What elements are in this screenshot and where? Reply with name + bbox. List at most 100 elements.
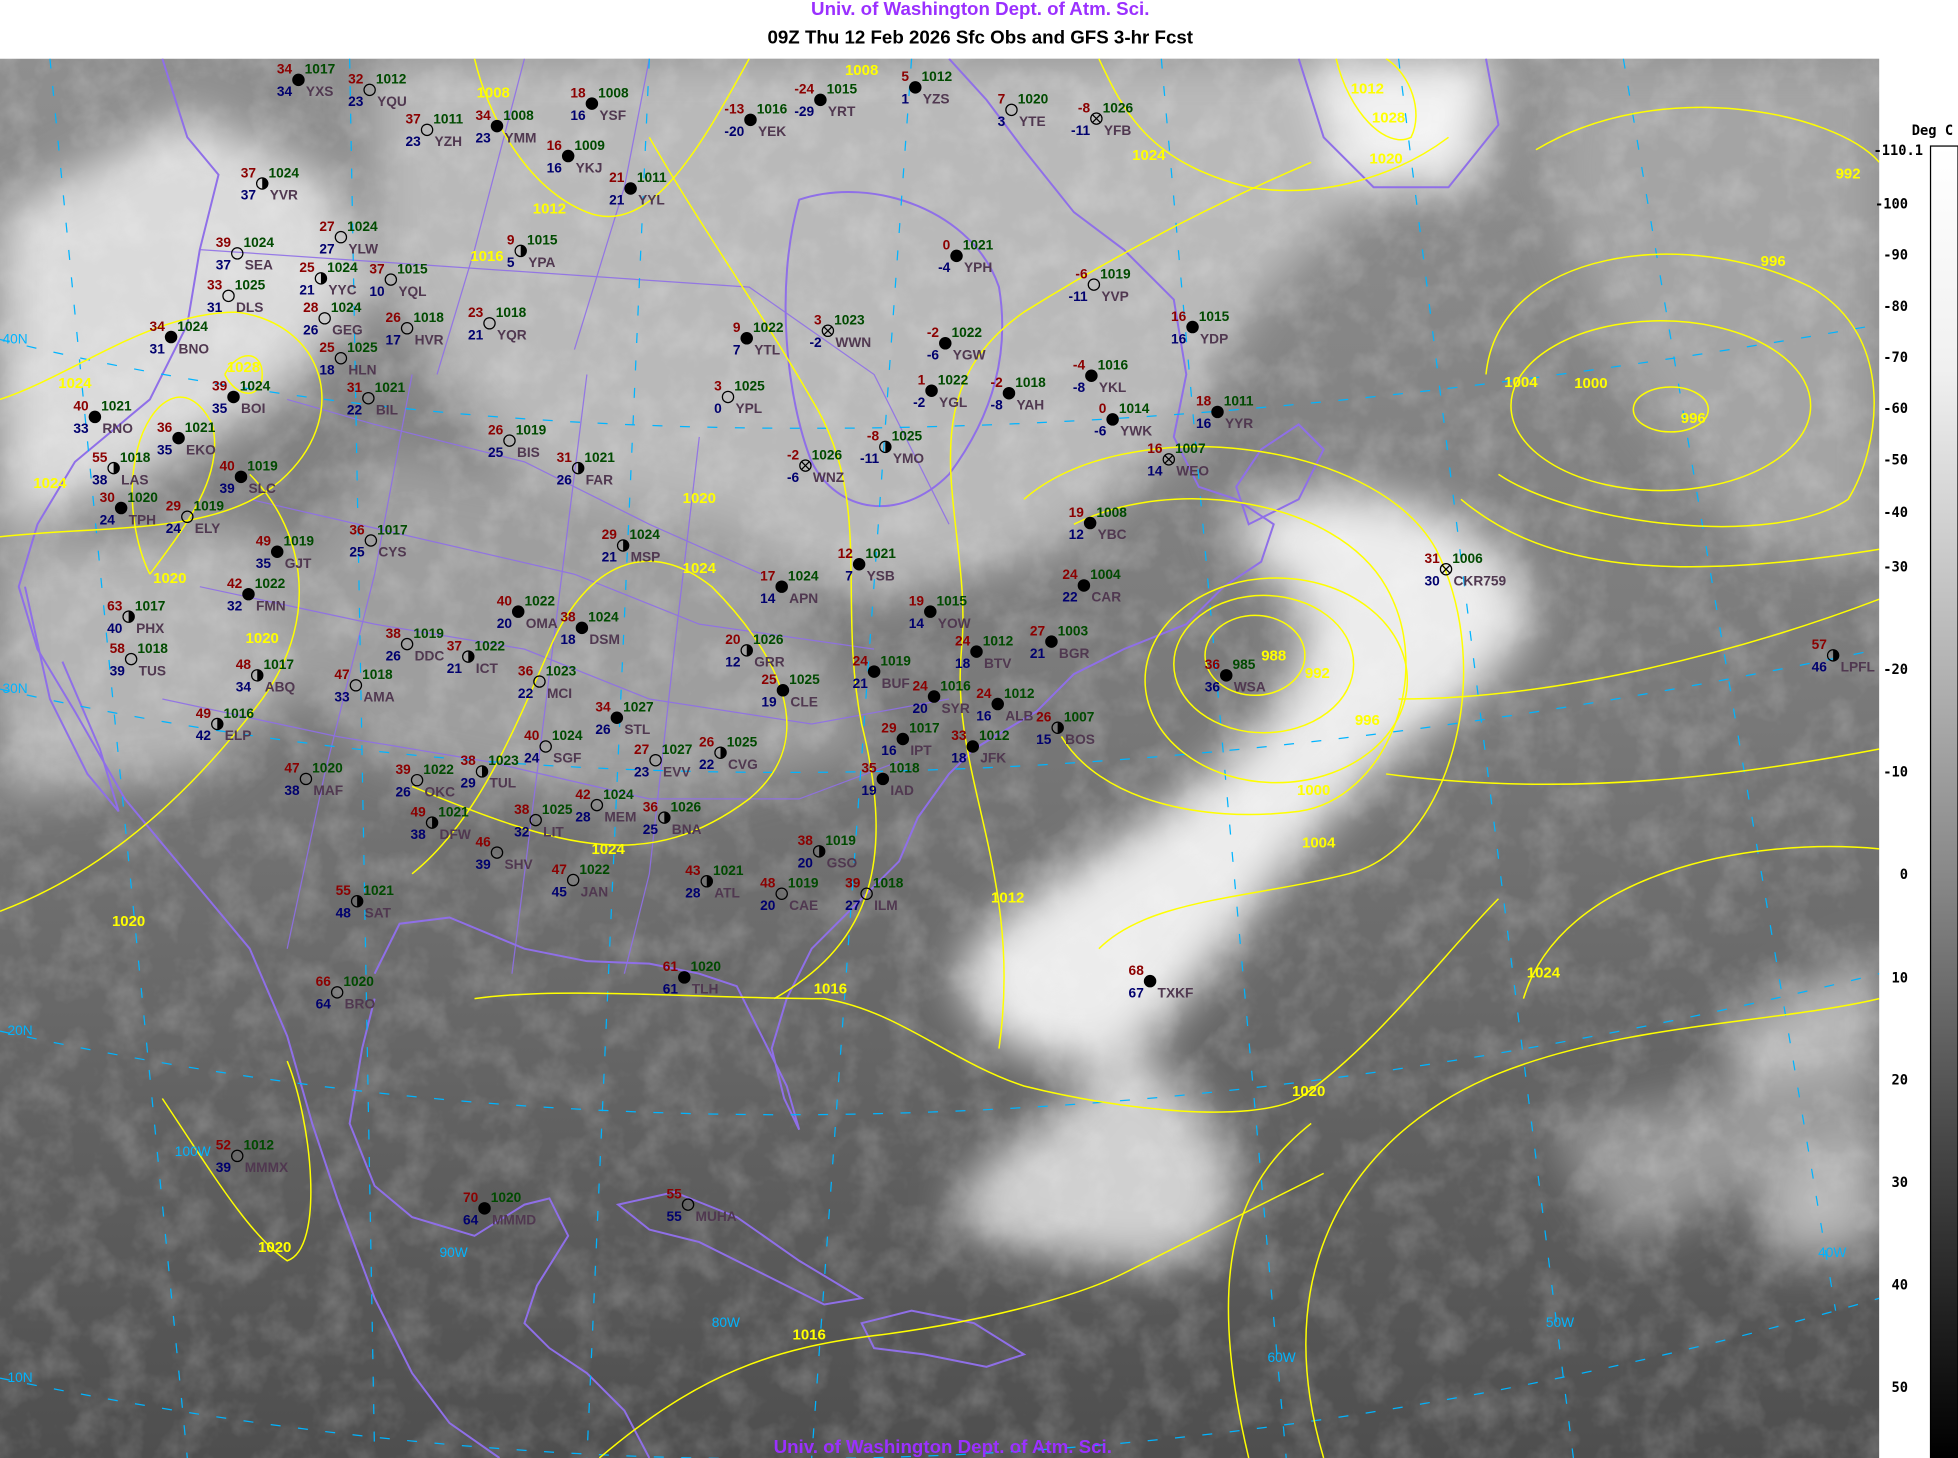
station-dewpoint: -20 <box>724 124 744 139</box>
station-id: YRT <box>828 104 856 119</box>
sky-cover-clear-icon <box>349 679 363 692</box>
station-temperature: 38 <box>514 802 530 817</box>
station-id: IPT <box>910 743 932 758</box>
station-temperature: 36 <box>518 663 534 678</box>
station-dewpoint: 55 <box>667 1209 683 1224</box>
station-plot-bis: 26 1019 25 BIS <box>488 422 547 459</box>
station-dewpoint: 20 <box>760 898 776 913</box>
station-id: YGL <box>939 395 967 410</box>
station-plot-yzs: 5 1012 1 YZS <box>901 69 952 106</box>
station-plot-cae: 48 1019 20 CAE <box>760 876 819 913</box>
station-id: BRO <box>345 997 376 1012</box>
isobar-label: 1024 <box>1527 964 1561 981</box>
station-dewpoint: 35 <box>212 401 228 416</box>
station-id: YQR <box>497 328 527 343</box>
isobar-label-group: 1020 <box>258 1239 291 1256</box>
sky-cover-overcast-icon <box>114 501 128 515</box>
station-id: STL <box>624 722 650 737</box>
station-plot-sat: 55 1021 48 SAT <box>336 883 395 920</box>
sky-cover-overcast-icon <box>867 665 881 678</box>
station-temperature: 40 <box>219 459 235 474</box>
station-dewpoint: 37 <box>216 258 232 273</box>
sky-cover-overcast-icon <box>909 81 922 94</box>
colorbar-tick-label: -70 <box>1883 350 1908 366</box>
station-id: ELP <box>225 728 252 743</box>
station-plot-yvr: 37 1024 37 YVR <box>241 165 300 202</box>
station-temperature: 1 <box>918 372 926 387</box>
station-id: MMMX <box>245 1160 289 1175</box>
station-temperature: 16 <box>1147 441 1163 456</box>
station-temperature: 39 <box>216 235 232 250</box>
sky-cover-overcast-icon <box>172 431 185 445</box>
sky-cover-clear-icon <box>400 322 414 335</box>
isobar-label: 1020 <box>153 570 186 587</box>
station-temperature: 20 <box>725 632 741 647</box>
station-id: HVR <box>415 333 444 348</box>
station-pressure: 1011 <box>433 112 463 127</box>
station-dewpoint: 40 <box>107 621 123 636</box>
station-pressure: 1012 <box>979 728 1010 743</box>
isobar-label-group: 1020 <box>683 490 716 507</box>
station-pressure: 1015 <box>527 233 558 248</box>
station-id: YKJ <box>576 160 603 175</box>
sky-cover-overcast-icon <box>970 645 983 658</box>
sky-cover-overcast-icon <box>561 149 575 163</box>
station-id: YXS <box>306 84 333 99</box>
station-plot-ely: 29 1019 24 ELY <box>166 499 225 536</box>
station-dewpoint: 20 <box>913 701 929 716</box>
station-temperature: 25 <box>761 672 777 687</box>
sky-cover-overcast-icon <box>927 690 941 703</box>
station-plot-mem: 42 1024 28 MEM <box>575 787 636 824</box>
station-dewpoint: 16 <box>547 160 563 175</box>
station-id: YDP <box>1200 331 1228 346</box>
station-pressure: 1024 <box>588 610 619 625</box>
isobar-label: 992 <box>1836 166 1861 183</box>
station-pressure: 1020 <box>691 959 722 974</box>
station-temperature: 32 <box>348 72 364 87</box>
station-pressure: 1020 <box>491 1190 522 1205</box>
station-dewpoint: 25 <box>643 822 659 837</box>
station-temperature: 43 <box>685 863 701 878</box>
header-org: Univ. of Washington Dept. of Atm. Sci. <box>811 0 1149 19</box>
station-plot-las: 55 1018 38 LAS <box>92 450 151 487</box>
station-temperature: 29 <box>602 527 618 542</box>
station-temperature: 34 <box>475 108 491 123</box>
station-temperature: -8 <box>867 429 880 444</box>
sky-cover-overcast-icon <box>852 557 866 571</box>
colorbar-unit: Deg C <box>1912 123 1953 139</box>
colorbar-tick-label: 0 <box>1900 867 1908 883</box>
station-temperature: 52 <box>216 1138 232 1153</box>
sky-cover-overcast-icon <box>1143 974 1157 988</box>
station-plot-ysf: 18 1008 16 YSF <box>570 85 629 122</box>
sky-cover-clear-icon <box>181 510 194 524</box>
station-plot-ybc: 19 1008 12 YBC <box>1069 505 1128 542</box>
station-plot-yfb: -8 1026 -11 YFB <box>1071 100 1133 137</box>
station-pressure: 1026 <box>671 799 702 814</box>
station-plot-abq: 48 1017 34 ABQ <box>236 657 296 694</box>
station-dewpoint: 1 <box>901 92 909 107</box>
station-pressure: 1006 <box>1452 551 1483 566</box>
station-id: GJT <box>285 556 312 571</box>
station-pressure: 1020 <box>1018 92 1049 107</box>
station-dewpoint: -29 <box>794 104 814 119</box>
station-plot-yql: 37 1015 10 YQL <box>369 261 428 298</box>
latlon-label: 100W <box>175 1144 211 1159</box>
sky-cover-clear-icon <box>590 798 604 812</box>
isobar-label-group: 1024 <box>1527 964 1561 981</box>
isobar-label-group: 1028 <box>227 359 260 376</box>
station-pressure: 1011 <box>637 170 667 185</box>
station-plot-bil: 31 1021 22 BIL <box>347 380 406 417</box>
colorbar-tick-label: -50 <box>1883 452 1908 468</box>
station-plot-yyl: 21 1011 21 YYL <box>609 170 667 207</box>
station-temperature: 39 <box>396 762 412 777</box>
station-temperature: 0 <box>1099 401 1107 416</box>
station-dewpoint: 18 <box>951 751 967 766</box>
latlon-label: 10N <box>7 1370 32 1385</box>
station-id: YEK <box>758 124 786 139</box>
station-plot-cys: 36 1017 25 CYS <box>349 522 408 559</box>
station-dewpoint: 48 <box>336 905 352 920</box>
station-id: JAN <box>581 884 608 899</box>
station-plot-elp: 49 1016 42 ELP <box>196 706 255 743</box>
station-pressure: 1015 <box>397 261 428 276</box>
sky-cover-obscured-icon <box>1439 562 1453 576</box>
